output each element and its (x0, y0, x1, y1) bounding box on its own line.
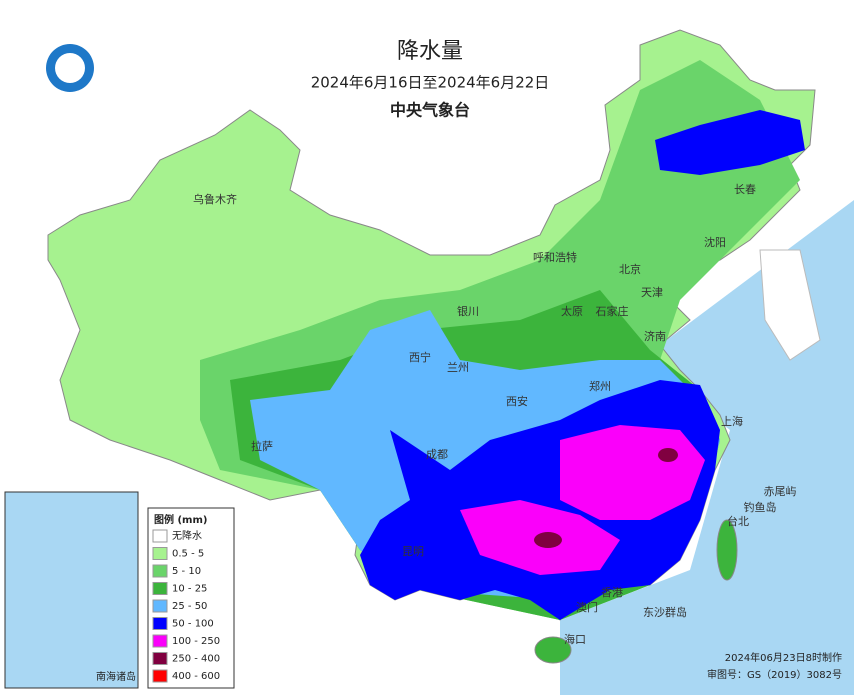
legend-label: 250 - 400 (172, 654, 220, 665)
footer-made: 2024年06月23日8时制作 (725, 651, 842, 664)
legend-swatch (152, 652, 168, 665)
title: 降水量 (397, 39, 463, 64)
legend-swatch (152, 634, 168, 648)
city-label: 钓鱼岛 (744, 500, 777, 514)
legend-swatch (152, 617, 168, 630)
city-label: 兰州 (447, 361, 469, 374)
legend-title: 图例 (mm) (154, 513, 207, 526)
hainan (534, 636, 572, 664)
city-label: 太原 (561, 305, 583, 318)
city-label: 乌鲁木齐 (193, 192, 237, 206)
legend-label: 0.5 - 5 (172, 549, 204, 560)
legend-swatch (152, 564, 168, 578)
city-label: 上海 (721, 414, 743, 428)
legend-label: 10 - 25 (172, 584, 207, 595)
legend-label: 5 - 10 (172, 566, 201, 577)
city-label: 昆明 (402, 545, 424, 558)
legend-swatch (152, 529, 168, 543)
legend-label: 100 - 250 (172, 636, 220, 647)
city-label: 郑州 (589, 379, 611, 393)
city-label: 北京 (619, 262, 641, 276)
city-label: 银川 (457, 304, 479, 318)
city-label: 赤尾屿 (764, 485, 797, 498)
legend-swatch (152, 582, 168, 595)
legend-label: 50 - 100 (172, 619, 214, 630)
rain-250-400 (534, 532, 562, 548)
legend-swatch (152, 669, 168, 683)
city-label: 沈阳 (704, 235, 726, 249)
inset-label: 南海诸岛 (96, 670, 136, 683)
city-label: 西宁 (409, 350, 431, 364)
legend-label: 无降水 (172, 529, 202, 542)
taiwan (716, 519, 738, 581)
city-label: 澳门 (576, 600, 598, 614)
city-label: 香港 (601, 586, 623, 599)
inset-frame (4, 491, 139, 689)
rain-250-400-east (658, 448, 678, 462)
legend-swatch (152, 547, 168, 560)
city-label: 呼和浩特 (533, 250, 577, 264)
rain-50-100-ne (655, 110, 805, 175)
legend-swatch (152, 599, 168, 613)
footer-approval: 审图号：GS（2019）3082号 (707, 668, 842, 681)
korea (759, 249, 821, 361)
city-label: 成都 (426, 448, 448, 461)
city-label: 东沙群岛 (643, 605, 687, 619)
city-label: 长春 (734, 183, 756, 196)
city-label: 台北 (727, 514, 749, 528)
city-label: 拉萨 (251, 439, 273, 453)
period: 2024年6月16日至2024年6月22日 (311, 74, 550, 92)
logo-inner (55, 53, 85, 83)
legend-label: 400 - 600 (172, 671, 220, 682)
city-label: 西安 (506, 394, 528, 408)
agency: 中央气象台 (390, 101, 470, 120)
legend-label: 25 - 50 (172, 601, 207, 612)
city-label: 济南 (644, 329, 666, 343)
city-label: 石家庄 (596, 304, 629, 318)
city-label: 海口 (564, 632, 586, 646)
city-label: 天津 (641, 286, 663, 299)
